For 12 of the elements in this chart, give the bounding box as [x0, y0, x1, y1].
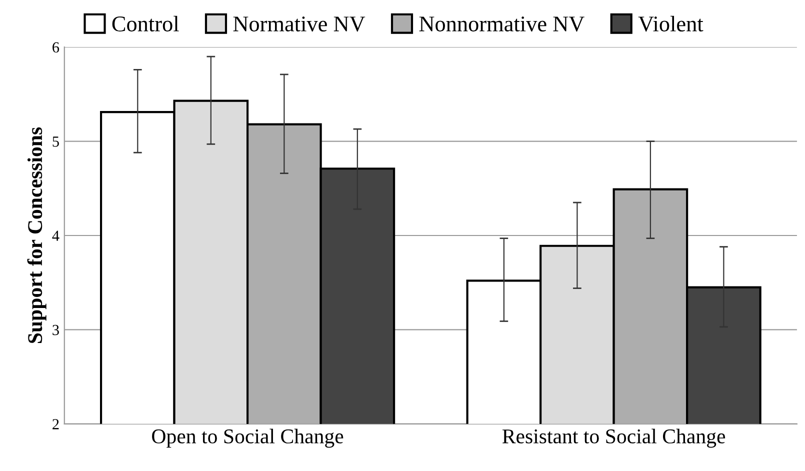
- legend-label: Control: [112, 16, 179, 32]
- y-tick-label: 4: [52, 230, 60, 241]
- y-tick-label: 5: [52, 136, 59, 147]
- legend-label: Nonnormative NV: [419, 16, 584, 32]
- legend-label: Normative NV: [233, 16, 366, 32]
- y-tick-label: 3: [52, 324, 59, 336]
- y-tick-label: 2: [52, 419, 59, 430]
- x-tick-label: Resistant to Social Change: [502, 428, 726, 448]
- y-tick-label: 6: [52, 42, 60, 53]
- y-axis-title: Support for Concessions: [27, 127, 46, 344]
- x-tick-label: Open to Social Change: [152, 428, 344, 448]
- legend-label: Violent: [638, 16, 704, 32]
